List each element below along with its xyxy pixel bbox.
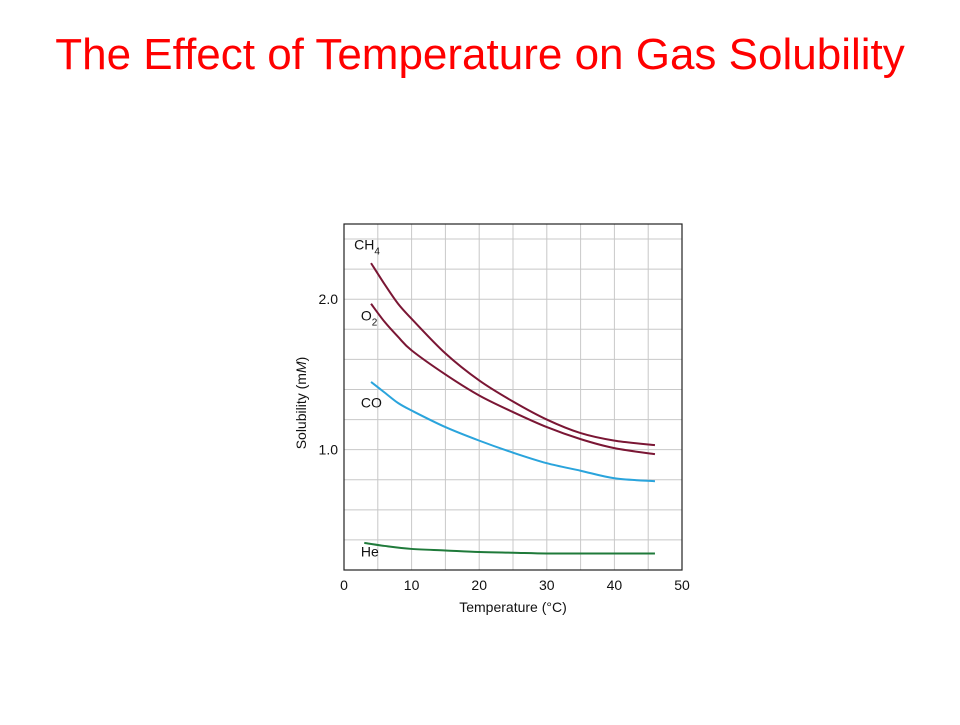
series-label-subscript: 4 — [374, 247, 380, 258]
x-tick-label: 40 — [607, 577, 623, 593]
grid — [344, 224, 682, 570]
tick-labels: 0 10 20 30 40 50 1.0 2.0 — [319, 291, 690, 593]
series-line-ch4 — [370, 262, 656, 447]
series-label-he: He — [361, 543, 379, 559]
series-label-o2: O2 — [361, 307, 378, 328]
x-tick-label: 20 — [471, 577, 487, 593]
x-tick-label: 0 — [340, 577, 348, 593]
series-label-co: CO — [361, 395, 382, 411]
y-tick-label: 1.0 — [319, 442, 339, 458]
series-label-subscript: 2 — [372, 317, 378, 328]
series-label-ch4: CH4 — [354, 237, 380, 258]
series-label-main: CH — [354, 237, 374, 253]
y-axis-label-main: Solubility (m — [293, 373, 309, 449]
series-label-main: He — [361, 543, 379, 559]
y-tick-label: 2.0 — [319, 291, 339, 307]
series-line-o2 — [370, 303, 656, 456]
series-label-main: CO — [361, 395, 382, 411]
x-tick-label: 50 — [674, 577, 690, 593]
y-axis-label-unit: M — [293, 361, 309, 373]
series-line-co — [370, 381, 656, 483]
series-layer: CH4 O2 CO He — [354, 237, 656, 559]
x-axis-label: Temperature (°C) — [459, 599, 567, 615]
x-tick-label: 10 — [404, 577, 420, 593]
y-axis-label-close: ) — [293, 357, 309, 362]
slide-title: The Effect of Temperature on Gas Solubil… — [55, 30, 905, 79]
x-tick-label: 30 — [539, 577, 555, 593]
plot-frame — [343, 223, 683, 571]
y-axis-label: Solubility (mM) — [293, 357, 309, 450]
series-line-he — [364, 541, 655, 555]
series-label-main: O — [361, 307, 372, 323]
